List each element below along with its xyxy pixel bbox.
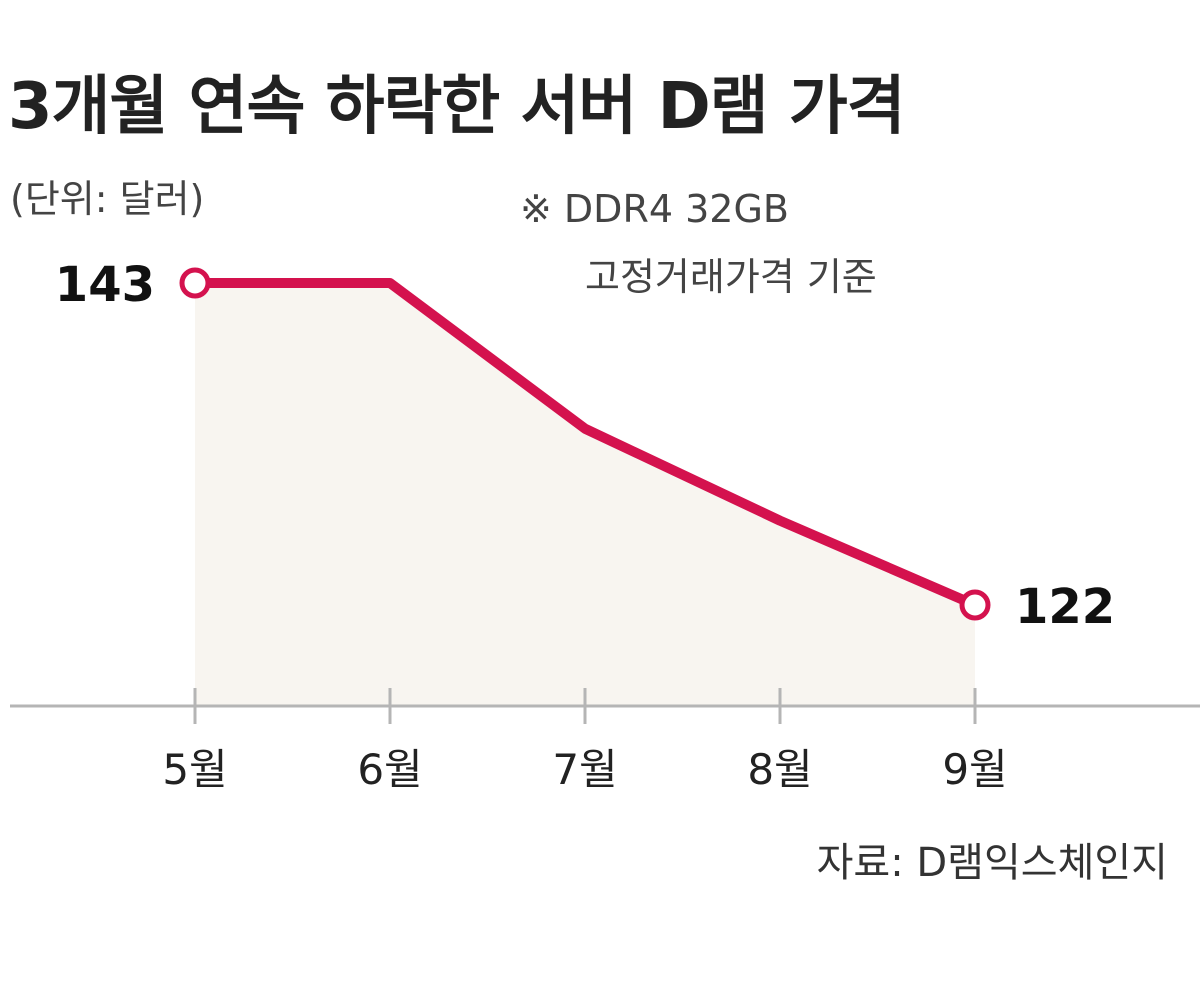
x-tick-label: 9월 [942, 745, 1007, 794]
plot-area: 5월 6월 7월 8월 9월 143 122 [10, 257, 1200, 794]
data-label: 122 [1015, 579, 1115, 635]
x-tick-label: 5월 [162, 745, 227, 794]
unit-label: (단위: 달러) [10, 177, 204, 221]
x-tick-label: 7월 [552, 745, 617, 794]
x-tick-label: 8월 [747, 745, 812, 794]
data-point-marker [179, 267, 211, 299]
x-tick-label: 6월 [357, 745, 422, 794]
area-fill [195, 283, 975, 706]
data-point-marker [959, 589, 991, 621]
data-label: 143 [55, 257, 155, 313]
chart-title: 3개월 연속 하락한 서버 D램 가격 [8, 70, 905, 144]
note-line-2: 고정거래가격 기준 [585, 255, 877, 299]
source-label: 자료: D램익스체인지 [817, 840, 1168, 886]
note-line-1: ※ DDR4 32GB [520, 187, 789, 231]
series-line [190, 278, 980, 610]
